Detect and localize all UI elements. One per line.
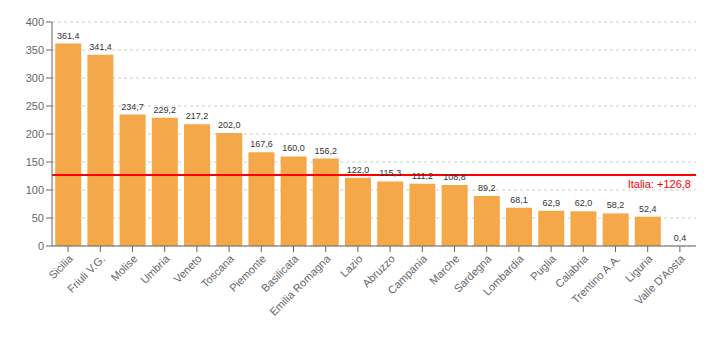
svg-text:Lombardia: Lombardia [481,252,527,298]
svg-text:234,7: 234,7 [121,102,144,112]
svg-text:100: 100 [26,184,44,196]
svg-text:Abruzzo: Abruzzo [360,252,397,290]
svg-text:Sardegna: Sardegna [451,252,494,295]
svg-text:229,2: 229,2 [154,105,177,115]
svg-text:167,6: 167,6 [250,139,273,149]
svg-text:122,0: 122,0 [347,165,370,175]
svg-text:0: 0 [38,240,44,252]
svg-text:89,2: 89,2 [478,183,496,193]
svg-text:150: 150 [26,156,44,168]
svg-text:Basilicata: Basilicata [258,252,301,295]
svg-text:58,2: 58,2 [607,200,625,210]
svg-text:Lazio: Lazio [338,252,365,279]
svg-text:350: 350 [26,44,44,56]
svg-text:217,2: 217,2 [186,111,209,121]
svg-text:Valle D'Aosta: Valle D'Aosta [632,252,687,307]
svg-text:Puglia: Puglia [528,252,559,283]
svg-text:400: 400 [26,16,44,28]
svg-text:Trentino A.A.: Trentino A.A. [569,252,622,305]
svg-text:108,8: 108,8 [443,172,466,182]
svg-text:361,4: 361,4 [57,31,80,41]
svg-text:Veneto: Veneto [171,252,204,286]
svg-text:300: 300 [26,72,44,84]
svg-text:Molise: Molise [108,252,139,283]
svg-text:Liguria: Liguria [622,252,655,285]
svg-text:156,2: 156,2 [315,146,338,156]
svg-text:202,0: 202,0 [218,120,241,130]
svg-text:Italia: +126,8: Italia: +126,8 [628,178,691,190]
svg-text:62,0: 62,0 [575,198,593,208]
svg-text:Sicilia: Sicilia [46,252,75,281]
svg-text:341,4: 341,4 [89,42,112,52]
svg-text:Calabria: Calabria [552,252,591,290]
svg-text:Friuli V.G.: Friuli V.G. [65,252,107,294]
svg-text:111,2: 111,2 [412,171,433,181]
svg-text:115,3: 115,3 [379,168,401,178]
svg-text:50: 50 [32,212,44,224]
svg-text:Campania: Campania [385,252,430,297]
svg-text:250: 250 [26,100,44,112]
svg-text:Marche: Marche [427,252,462,287]
svg-text:200: 200 [26,128,44,140]
svg-text:Piemonte: Piemonte [226,252,269,294]
svg-text:68,1: 68,1 [510,195,528,205]
svg-text:62,9: 62,9 [542,198,560,208]
svg-text:160,0: 160,0 [282,143,305,153]
svg-text:52,4: 52,4 [639,204,657,214]
svg-text:Emilia Romagna: Emilia Romagna [267,252,333,318]
svg-text:Toscana: Toscana [198,252,236,290]
svg-text:Umbria: Umbria [138,252,172,286]
svg-text:0,4: 0,4 [674,233,687,243]
